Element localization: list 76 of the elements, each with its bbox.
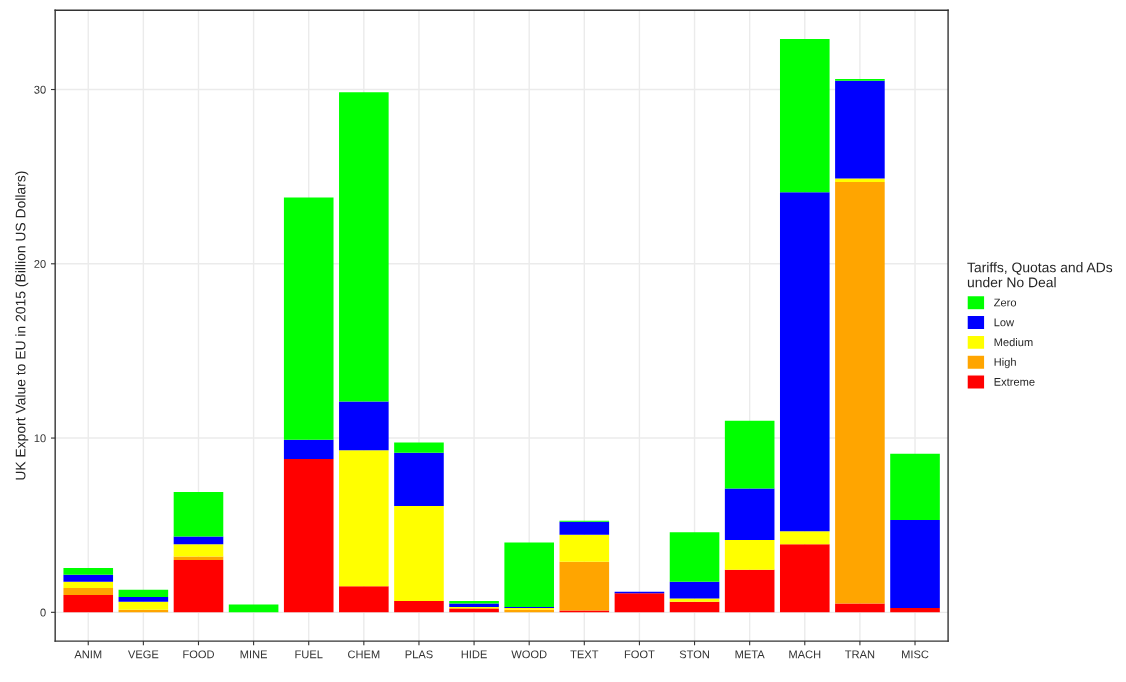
bar [173,544,224,557]
y-tick-label: 30 [34,85,46,94]
x-tick-label: FUEL [295,650,323,659]
bar [63,574,114,582]
bar [394,506,444,601]
legend-label: Zero [994,298,1017,307]
x-tick-label: MINE [240,650,268,659]
bar [779,38,830,193]
x-tick-label: WOOD [511,650,547,659]
bar [669,581,720,599]
bar [449,603,499,608]
x-tick-label: ANIM [74,650,102,659]
x-tick-label: FOOD [183,650,214,659]
bar [173,560,224,613]
bar [669,601,720,613]
x-tick-label: TRAN [845,650,875,659]
legend-label: Medium [994,337,1033,347]
bar [173,492,224,537]
x-tick-label: CHEM [348,650,380,659]
bar [63,587,114,595]
bar [724,420,775,489]
y-tick-label: 10 [34,434,46,443]
bar [283,458,334,613]
bar [669,532,720,582]
bar [890,519,940,608]
bar [614,593,665,613]
x-tick-label: PLAS [405,650,433,659]
bar [724,540,775,570]
bar [63,581,114,588]
bar [394,601,444,613]
x-tick-label: STON [679,650,709,659]
x-tick-label: MISC [902,650,929,659]
bar [835,603,885,613]
bar [118,596,169,602]
bar [669,598,720,602]
bar [835,80,885,179]
x-tick-label: HIDE [461,650,487,659]
y-tick-label: 0 [40,608,46,617]
bar [449,601,499,604]
bar [559,561,610,611]
bar [118,601,169,610]
bar [118,589,169,597]
bar [283,439,334,459]
y-tick-label: 20 [34,260,46,268]
bar [779,544,830,613]
bar [228,604,279,613]
bar [559,534,610,562]
bar [724,488,775,540]
y-axis-title: UK Export Value to EU in 2015 (Billion US Dollars) [15,171,29,480]
bar [779,192,830,532]
bar [890,607,940,613]
x-tick-label: FOOT [624,650,655,659]
legend-label: Extreme [994,378,1035,386]
x-tick-label: TEXT [570,650,599,659]
legend-label: High [994,357,1016,369]
bar [835,178,885,182]
bar [339,401,389,451]
bar [63,567,114,575]
bar [890,453,940,520]
bar [504,542,554,608]
bar [394,442,444,453]
bar [559,521,610,535]
bar [283,197,334,440]
x-tick-label: MACH [789,650,821,659]
bar [724,569,775,613]
bar [835,181,885,604]
legend-label: Low [994,318,1015,327]
x-tick-label: META [735,650,765,659]
bar [339,586,389,613]
x-tick-label: VEGE [127,650,159,659]
bar [779,531,830,545]
bar [63,594,114,613]
bar [339,450,389,587]
legend-title: Tariffs, Quotas and ADs under No Deal [967,262,1113,288]
bar [339,92,389,402]
bar [394,452,444,507]
